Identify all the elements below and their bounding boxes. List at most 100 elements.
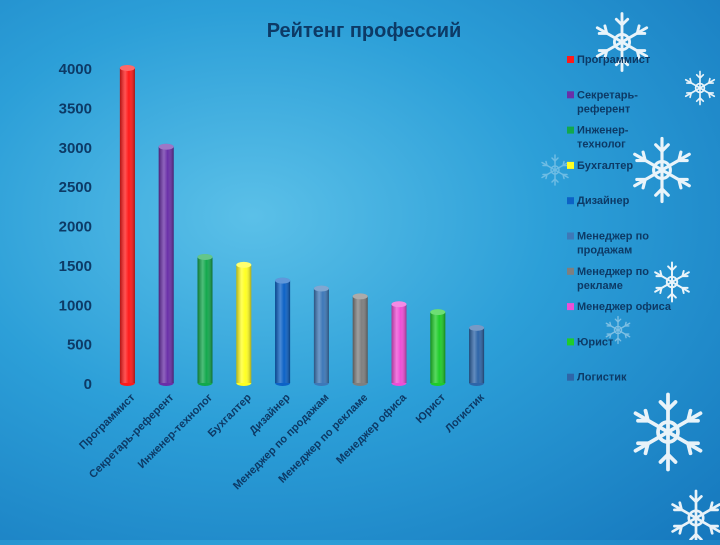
bar-top — [158, 143, 174, 150]
legend-swatch — [567, 91, 574, 99]
bar-top-highlight — [236, 261, 252, 268]
legend-label: Инженер- — [577, 125, 629, 137]
legend-label: рекламе — [577, 280, 623, 292]
bar — [275, 277, 291, 386]
legend-item: Бухгалтер — [567, 160, 633, 172]
bar-top — [313, 285, 329, 292]
legend-label: Менеджер офиса — [577, 301, 672, 313]
bar — [236, 261, 252, 386]
legend-item: Логистик — [567, 372, 627, 384]
bar-top — [236, 261, 252, 268]
legend-label: Менеджер по — [577, 231, 649, 243]
bar-top — [119, 65, 135, 71]
bar-top — [391, 301, 407, 308]
y-tick-label: 0 — [84, 376, 92, 393]
snowflake-icon — [684, 70, 716, 106]
legend-item: Секретарь-референт — [567, 89, 638, 115]
legend-label: Секретарь- — [577, 89, 638, 101]
legend-label: продажам — [577, 245, 632, 257]
chart-title: Рейтенг профессий — [267, 20, 462, 42]
bar-shine — [275, 280, 291, 383]
x-tick-label: Юрист — [414, 391, 449, 426]
bar-top — [469, 324, 485, 331]
legend-item: Менеджер по рекламе — [567, 266, 649, 292]
bar — [313, 285, 329, 386]
bar-shine — [469, 327, 485, 383]
bar-top-highlight — [197, 254, 213, 260]
legend-swatch — [567, 232, 574, 240]
bar-shine — [313, 288, 329, 383]
y-tick-label: 4000 — [59, 61, 92, 78]
bar-shine — [391, 304, 407, 383]
bar-top-highlight — [352, 293, 368, 300]
legend-label: Программист — [577, 54, 651, 66]
bar-shine — [430, 312, 446, 383]
bar-top-highlight — [275, 277, 291, 284]
bar-shine — [119, 68, 135, 383]
bar — [352, 293, 368, 386]
legend-swatch — [567, 56, 574, 63]
bar — [430, 309, 446, 386]
bar-top-highlight — [430, 309, 446, 316]
legend-item: Дизайнер — [567, 195, 630, 207]
bar — [197, 254, 213, 386]
legend-item: Менеджер по продажам — [567, 231, 649, 257]
bar-top — [275, 277, 291, 284]
bar-shine — [197, 257, 213, 383]
bar — [391, 301, 407, 386]
legend-swatch — [567, 126, 574, 134]
legend-item: Юрист — [567, 336, 614, 348]
x-tick-label: Логистик — [443, 391, 487, 435]
legend-swatch — [567, 303, 574, 311]
y-tick-label: 1500 — [59, 258, 92, 275]
y-axis: 0 500 1000 1500 2000 2500 3000 3500 4000 — [59, 61, 92, 393]
bar-top — [352, 293, 368, 300]
legend-item: Программист — [567, 54, 651, 66]
snowflake-icon — [633, 136, 691, 204]
bar-shine — [352, 296, 368, 383]
legend-item: Инженер-технолог — [567, 125, 629, 151]
bar-top — [197, 254, 213, 260]
legend-swatch — [567, 197, 574, 205]
legend-label: Менеджер по — [577, 266, 649, 278]
snowflake-icon — [633, 392, 703, 472]
legend-swatch — [567, 161, 574, 169]
y-tick-label: 3000 — [59, 140, 92, 157]
x-tick-label: Менеджер офиса — [334, 391, 410, 467]
bar-top-highlight — [391, 301, 407, 308]
legend-swatch — [567, 338, 574, 346]
legend-swatch — [567, 267, 574, 275]
bar-top — [430, 309, 446, 316]
legend-label: референт — [577, 103, 631, 115]
bar-top-highlight — [313, 285, 329, 292]
legend-label: Юрист — [577, 336, 614, 348]
bars — [119, 65, 485, 386]
bar — [119, 65, 135, 386]
bar — [158, 143, 174, 386]
y-tick-label: 1000 — [59, 297, 92, 314]
bar-shine — [158, 146, 174, 383]
snowflake-icon — [671, 489, 720, 545]
legend-label: Дизайнер — [577, 195, 630, 207]
y-tick-label: 3500 — [59, 100, 92, 117]
bar-top-highlight — [158, 143, 174, 150]
legend-item: Менеджер офиса — [567, 301, 672, 313]
legend-label: Логистик — [577, 372, 627, 384]
legend-label: технолог — [577, 139, 626, 151]
snowflake-icon — [541, 154, 569, 186]
legend-label: Бухгалтер — [577, 160, 633, 172]
bar-shine — [236, 264, 252, 383]
bar-top-highlight — [469, 324, 485, 331]
legend: Программист Секретарь-референт Инженер-тех… — [567, 54, 672, 384]
x-tick-label: Инженер-технолог — [136, 391, 216, 471]
bar — [469, 324, 485, 386]
y-tick-label: 500 — [67, 337, 92, 354]
y-tick-label: 2500 — [59, 179, 92, 196]
x-axis-labels: ПрограммистСекретарь-референтИнженер-тех… — [77, 391, 487, 492]
bar-top-highlight — [119, 65, 135, 71]
legend-swatch — [567, 373, 574, 381]
snowflake-icon — [654, 261, 690, 303]
y-tick-label: 2000 — [59, 219, 92, 236]
